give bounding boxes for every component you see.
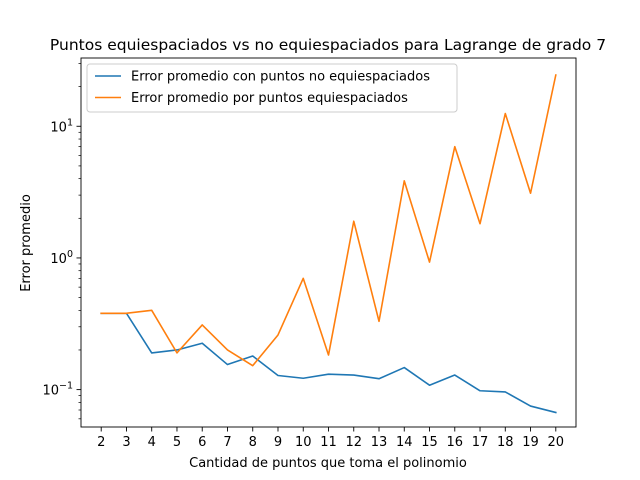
x-tick-label: 4 (148, 435, 156, 450)
legend-box (86, 63, 458, 113)
x-tick-label: 18 (497, 435, 514, 450)
x-tick-label: 15 (421, 435, 438, 450)
x-tick-label: 12 (345, 435, 362, 450)
x-tick-label: 3 (122, 435, 130, 450)
x-tick-label: 19 (522, 435, 539, 450)
x-tick-label: 16 (447, 435, 464, 450)
x-tick-label: 2 (97, 435, 105, 450)
x-tick-label: 7 (223, 435, 231, 450)
chart-title: Puntos equiespaciados vs no equiespaciad… (50, 36, 606, 54)
x-tick-label: 11 (320, 435, 337, 450)
legend: Error promedio con puntos no equiespacia… (86, 63, 458, 113)
x-tick-label: 9 (274, 435, 282, 450)
x-tick-label: 13 (371, 435, 388, 450)
y-tick-label: 100 (50, 249, 73, 267)
legend-label: Error promedio con puntos no equiespacia… (131, 70, 430, 85)
x-tick-label: 17 (472, 435, 489, 450)
x-tick-label: 20 (548, 435, 565, 450)
y-axis-title: Error promedio (19, 194, 34, 292)
x-tick-label: 5 (173, 435, 181, 450)
x-tick-label: 6 (198, 435, 206, 450)
series-line-1 (100, 312, 557, 414)
legend-label: Error promedio por puntos equiespaciados (131, 91, 408, 106)
x-tick-label: 14 (396, 435, 413, 450)
y-tick-label: 10−1 (42, 381, 73, 399)
y-tick-label: 101 (50, 117, 73, 135)
plot-area: 2 3 4 5 6 7 8 9 10 11 12 13 14 15 16 17 18 19 20 10−1 100 101 (42, 57, 577, 450)
series-line-2 (100, 74, 557, 367)
x-axis-title: Cantidad de puntos que toma el polinomio (189, 456, 467, 471)
x-tick-label: 10 (295, 435, 312, 450)
x-tick-label: 8 (249, 435, 257, 450)
